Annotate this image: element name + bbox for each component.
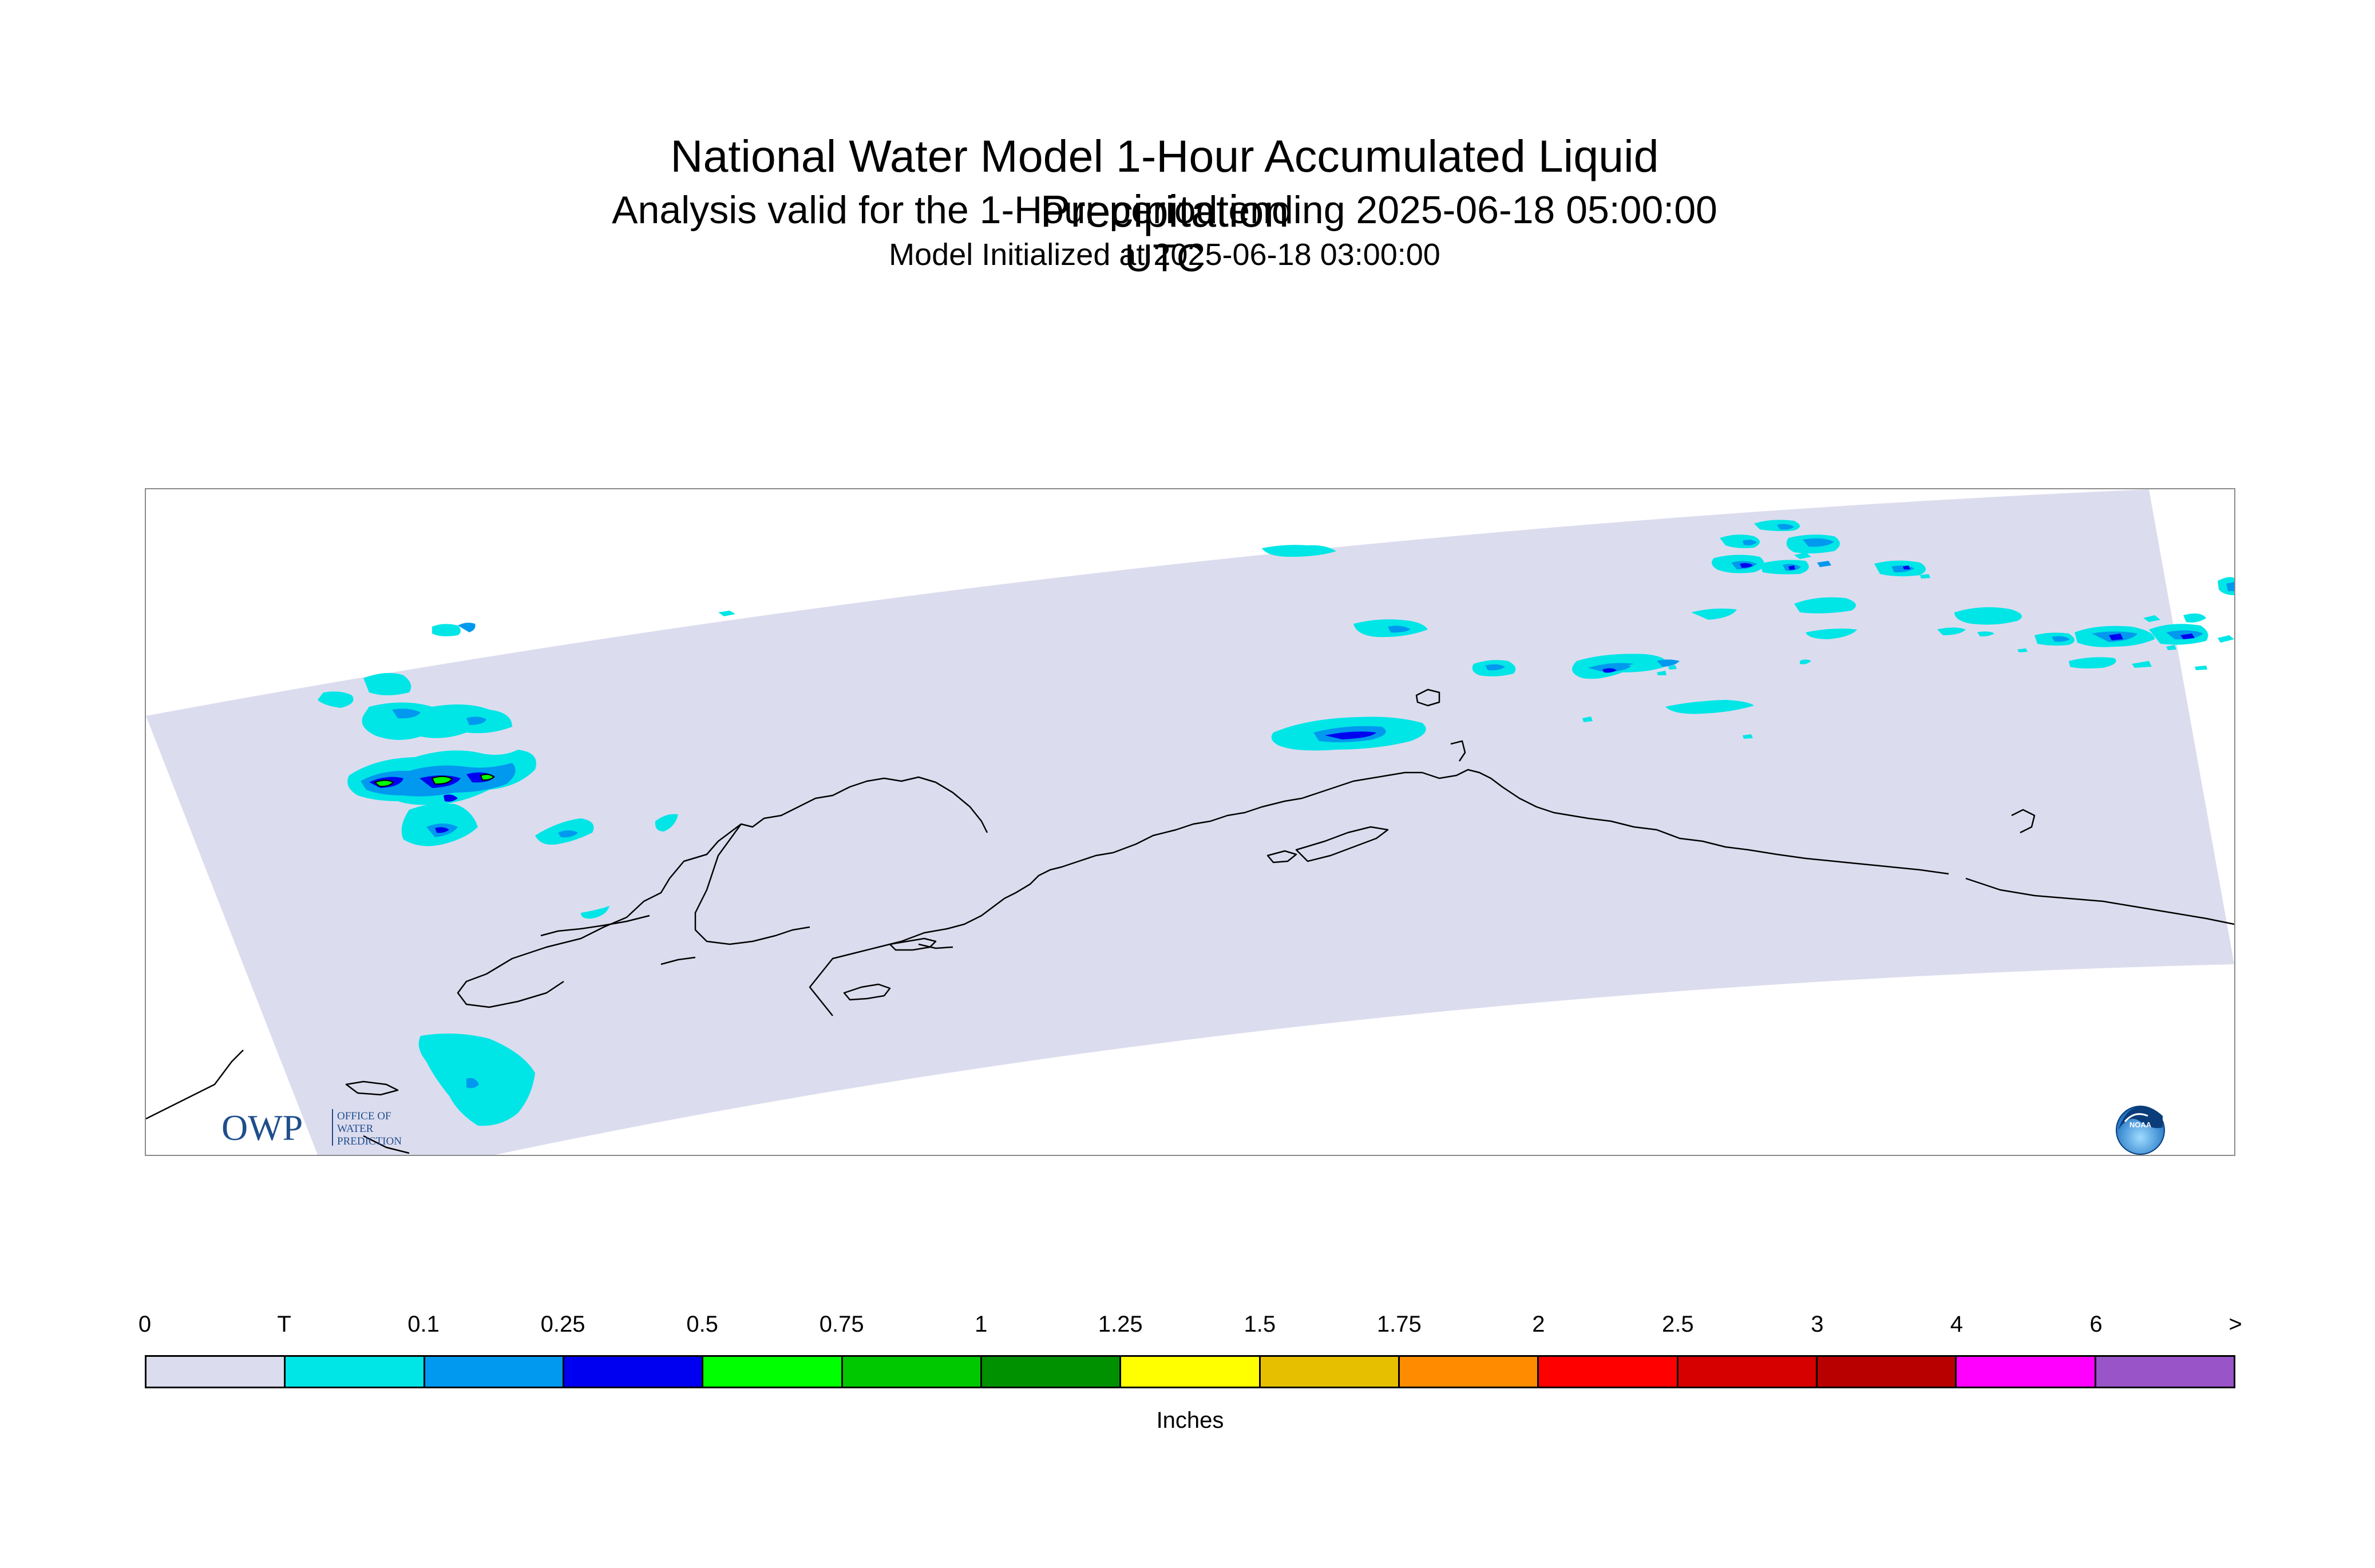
legend-swatch	[1539, 1357, 1679, 1387]
legend-tick-label: 0	[138, 1312, 152, 1337]
svg-text:PREDICTION: PREDICTION	[337, 1135, 402, 1147]
svg-text:WATER: WATER	[337, 1123, 374, 1135]
legend-tick-label: >	[2228, 1312, 2242, 1337]
legend-tick-label: 1.75	[1376, 1312, 1422, 1337]
svg-text:NOAA: NOAA	[2129, 1120, 2152, 1129]
legend-swatch	[1678, 1357, 1818, 1387]
model-init-time: Model Initialized at 2025-06-18 03:00:00	[889, 237, 1440, 272]
legend-tick-label: 0.5	[686, 1312, 718, 1337]
svg-text:OFFICE OF: OFFICE OF	[337, 1110, 391, 1122]
legend-tick-label: 1.5	[1244, 1312, 1276, 1337]
legend-tick-label: 0.75	[819, 1312, 864, 1337]
model-domain	[146, 489, 2234, 1155]
legend-tick-label: 2.5	[1662, 1312, 1694, 1337]
legend-colorbar	[145, 1355, 2235, 1388]
owp-logo: OWP OFFICE OF WATER PREDICTION	[220, 1104, 426, 1150]
legend-tick-label: 0.25	[540, 1312, 585, 1337]
legend-swatch	[2096, 1357, 2234, 1387]
legend-units-label: Inches	[1156, 1408, 1224, 1433]
map-canvas	[146, 489, 2234, 1155]
legend-swatch	[1121, 1357, 1261, 1387]
legend-tick-label: 6	[2089, 1312, 2103, 1337]
precipitation-map: OWP OFFICE OF WATER PREDICTION NOAA	[145, 488, 2235, 1156]
owp-letters-text: OWP	[221, 1107, 303, 1148]
map-subtitle: Analysis valid for the 1-Hour period end…	[612, 188, 1717, 280]
legend-tick-label: 4	[1950, 1312, 1964, 1337]
legend-swatch	[981, 1357, 1122, 1387]
map-title: National Water Model 1-Hour Accumulated …	[670, 130, 1659, 236]
legend-swatch	[1957, 1357, 2096, 1387]
noaa-logo: NOAA	[2115, 1104, 2166, 1155]
coastlines	[146, 688, 2234, 1154]
legend-swatch	[703, 1357, 843, 1387]
legend-tick-label: 0.1	[407, 1312, 440, 1337]
legend-tick-label: 1.25	[1098, 1312, 1143, 1337]
legend-tick-label: 1	[975, 1312, 988, 1337]
legend-swatch	[564, 1357, 704, 1387]
legend-swatch	[286, 1357, 425, 1387]
legend-swatch	[425, 1357, 564, 1387]
legend-swatch	[1817, 1357, 1957, 1387]
legend-tick-label: 3	[1811, 1312, 1824, 1337]
legend-tick-label: 2	[1532, 1312, 1545, 1337]
precip-cells	[318, 520, 2234, 1126]
legend-swatch	[147, 1357, 286, 1387]
precipitation-legend: 0 T 0.1 0.25 0.5 0.75 1 1.25 1.5 1.75 2 2.5 3 4 6 > Inc…	[138, 1310, 2242, 1448]
legend-swatch	[842, 1357, 982, 1387]
legend-tick-label: T	[277, 1312, 291, 1337]
legend-swatch	[1260, 1357, 1400, 1387]
legend-swatch	[1399, 1357, 1539, 1387]
